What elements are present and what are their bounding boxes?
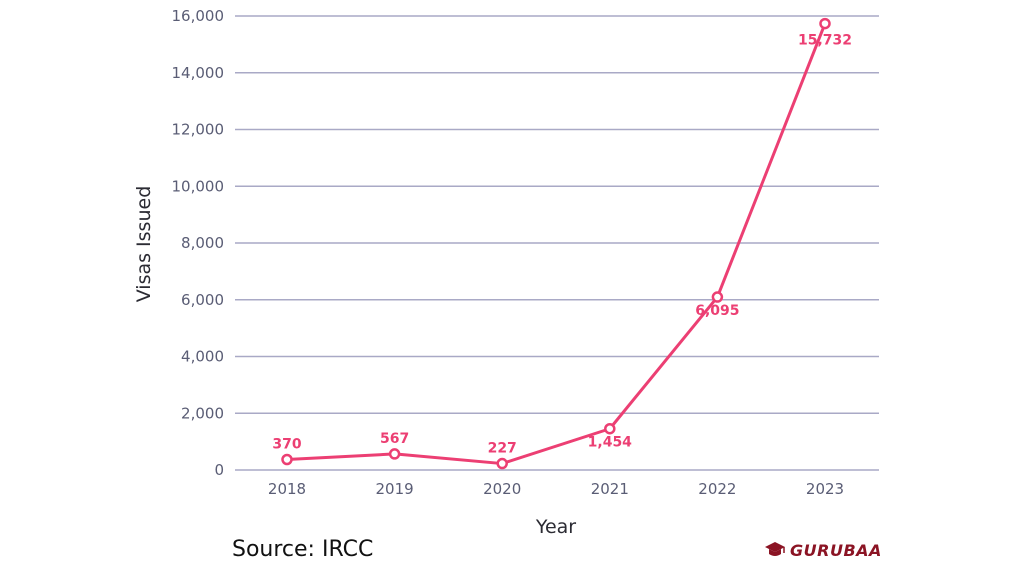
series-visas-issued	[281, 17, 831, 470]
x-tick-label: 2021	[591, 480, 629, 498]
data-point	[281, 453, 293, 466]
x-tick-label: 2022	[698, 480, 736, 498]
y-tick-label: 2,000	[181, 404, 224, 422]
y-tick-label: 12,000	[172, 121, 225, 139]
y-axis-ticks: 0 2,000 4,000 6,000 8,000 10,000 12,000 14,000 1…	[172, 7, 225, 479]
graduation-cap-icon	[765, 542, 785, 556]
data-label: 15,732	[798, 33, 852, 49]
y-axis-title: Visas Issued	[133, 186, 155, 303]
brand-logo: GURUBAA	[764, 540, 882, 560]
data-label: 227	[488, 441, 517, 457]
data-point	[388, 448, 401, 460]
x-tick-label: 2018	[268, 480, 306, 498]
data-point	[819, 17, 831, 30]
x-axis-ticks: 2018 2019 2020 2021 2022 2023	[268, 480, 844, 498]
grid-lines	[235, 15, 879, 471]
data-label: 567	[380, 431, 409, 447]
y-tick-label: 8,000	[181, 234, 224, 252]
y-tick-label: 14,000	[172, 64, 225, 82]
data-label: 1,454	[588, 435, 633, 451]
x-tick-label: 2019	[376, 480, 414, 498]
source-note: Source: IRCC	[232, 537, 374, 562]
x-tick-label: 2020	[483, 480, 521, 498]
y-tick-label: 10,000	[172, 177, 225, 195]
y-tick-label: 0	[214, 461, 224, 479]
data-point	[496, 457, 508, 470]
data-point	[604, 422, 616, 435]
y-tick-label: 4,000	[181, 348, 224, 366]
data-label: 6,095	[695, 303, 739, 319]
data-point	[711, 291, 724, 303]
brand-name: GURUBAA	[790, 540, 882, 560]
y-tick-label: 6,000	[181, 291, 224, 309]
series-line	[286, 23, 827, 466]
x-axis-title: Year	[535, 516, 576, 538]
x-tick-label: 2023	[806, 480, 844, 498]
data-labels: 370 567 227 1,454 6,095 15,732	[272, 33, 852, 457]
data-label: 370	[272, 437, 301, 453]
y-tick-label: 16,000	[172, 7, 225, 25]
